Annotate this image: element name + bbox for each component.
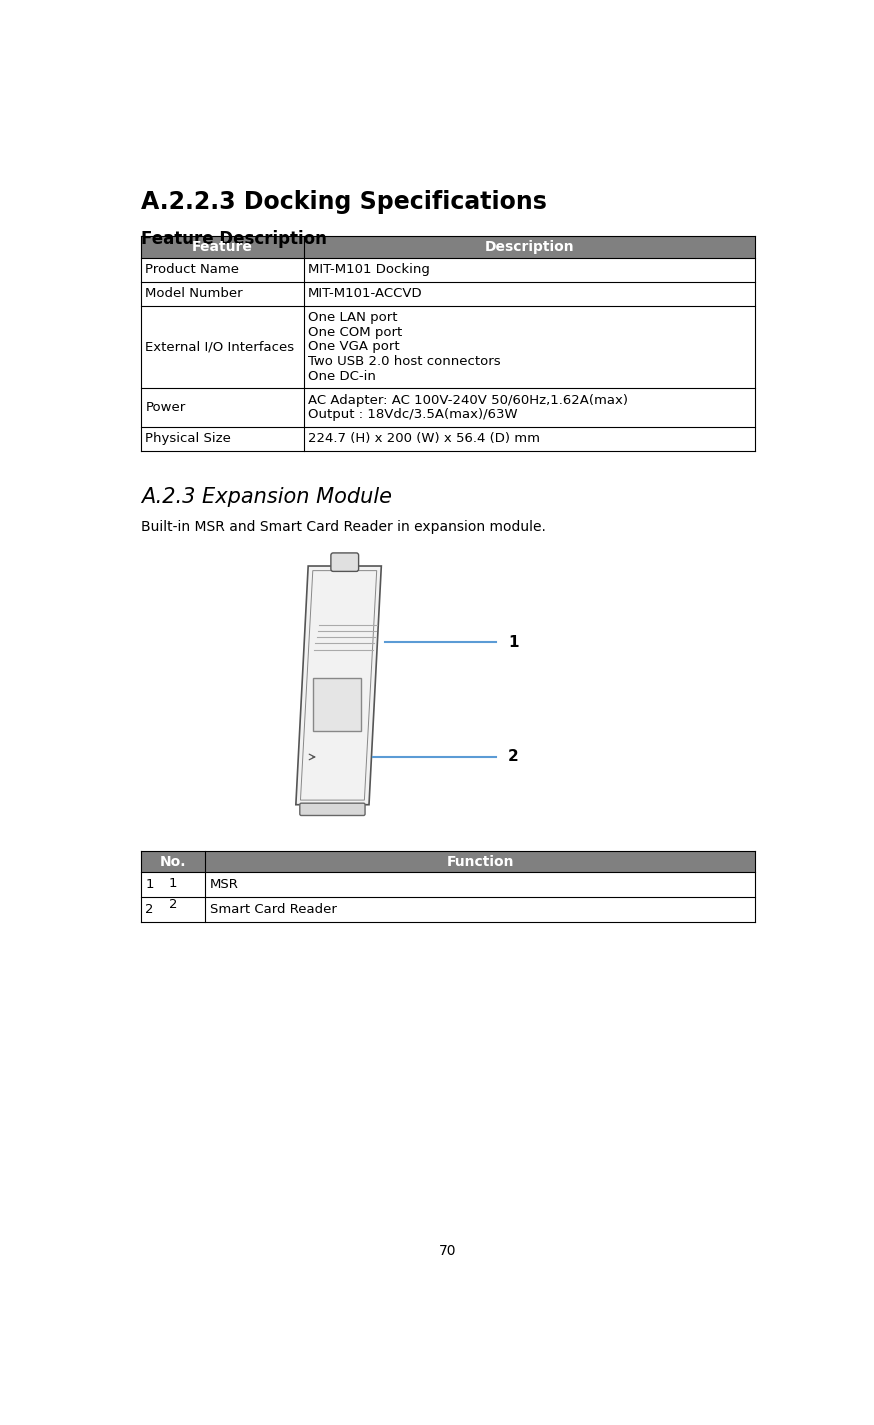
Bar [141,872,755,898]
Text: Model Number: Model Number [145,288,243,301]
Text: No.: No. [160,855,186,869]
Text: 2: 2 [145,903,154,916]
Text: Power: Power [145,400,185,413]
Text: Description: Description [484,241,574,254]
Polygon shape [296,566,381,805]
Text: A.2.3 Expansion Module: A.2.3 Expansion Module [141,487,392,507]
Bar [141,388,755,426]
Bar [141,851,755,872]
Text: 2: 2 [169,898,177,912]
Text: 70: 70 [439,1244,457,1258]
Bar [141,237,755,258]
Bar [141,258,755,282]
Text: Feature: Feature [191,241,253,254]
Text: MIT-M101-ACCVD: MIT-M101-ACCVD [309,288,423,301]
Text: 1: 1 [145,878,154,891]
FancyBboxPatch shape [331,553,358,571]
Text: Built-in MSR and Smart Card Reader in expansion module.: Built-in MSR and Smart Card Reader in ex… [141,520,545,534]
Text: Function: Function [447,855,514,869]
Text: Product Name: Product Name [145,264,239,276]
Text: One LAN port: One LAN port [309,311,398,323]
Bar [141,306,755,388]
Text: 1: 1 [169,876,177,889]
Text: 224.7 (H) x 200 (W) x 56.4 (D) mm: 224.7 (H) x 200 (W) x 56.4 (D) mm [309,432,540,445]
Text: MIT-M101 Docking: MIT-M101 Docking [309,264,430,276]
Bar [141,426,755,450]
Text: Physical Size: Physical Size [145,432,232,445]
Bar [141,872,205,893]
Text: A.2.2.3 Docking Specifications: A.2.2.3 Docking Specifications [141,191,546,214]
Text: One COM port: One COM port [309,326,402,339]
Text: Smart Card Reader: Smart Card Reader [210,903,336,916]
FancyBboxPatch shape [300,804,365,815]
Text: 2: 2 [508,750,519,764]
Text: 1: 1 [508,636,518,650]
Bar [141,282,755,306]
Text: MSR: MSR [210,878,239,891]
Text: One VGA port: One VGA port [309,341,399,353]
Bar [141,898,755,922]
Text: External I/O Interfaces: External I/O Interfaces [145,341,295,353]
Text: One DC-in: One DC-in [309,369,376,383]
FancyBboxPatch shape [313,678,360,731]
Text: Two USB 2.0 host connectors: Two USB 2.0 host connectors [309,355,501,368]
Text: Output : 18Vdc/3.5A(max)/63W: Output : 18Vdc/3.5A(max)/63W [309,408,517,422]
Bar [141,893,205,916]
Text: Feature Description: Feature Description [141,231,327,248]
Text: AC Adapter: AC 100V-240V 50/60Hz,1.62A(max): AC Adapter: AC 100V-240V 50/60Hz,1.62A(m… [309,393,628,406]
